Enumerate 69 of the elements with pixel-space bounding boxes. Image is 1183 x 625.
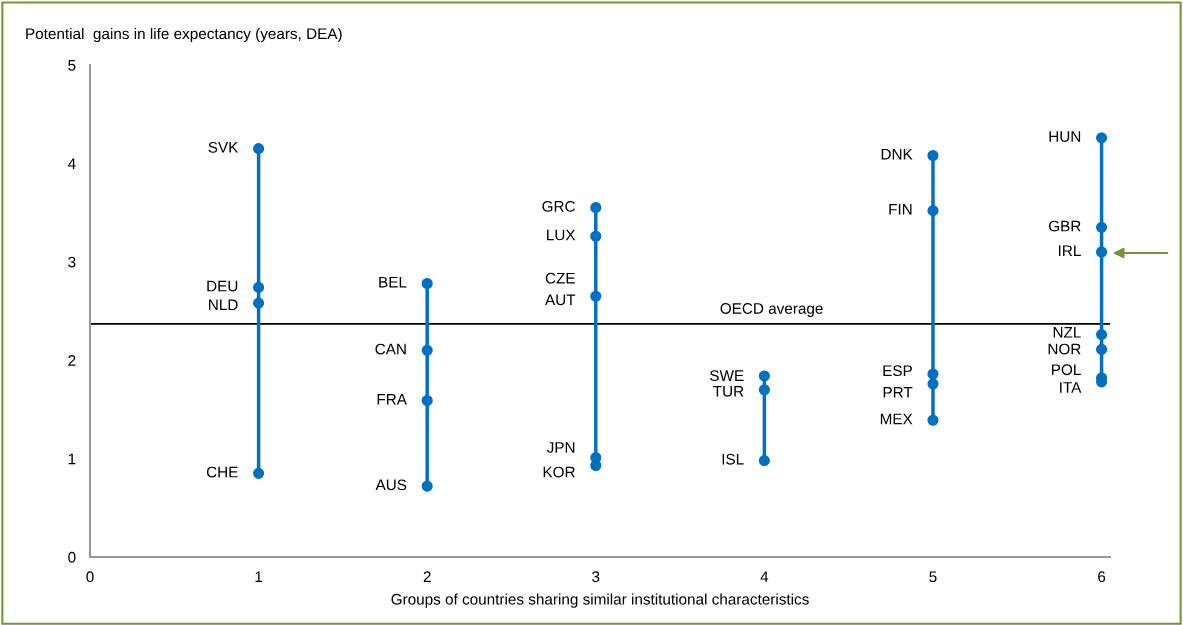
x-tick-label: 6	[1098, 571, 1106, 583]
y-tick-label: 2	[68, 355, 76, 366]
point	[421, 277, 433, 290]
y-tick-label: 5	[68, 60, 76, 71]
point	[1096, 132, 1108, 144]
annotation: KOR	[543, 466, 575, 478]
y-tick-label: 0	[68, 551, 76, 563]
point	[253, 143, 265, 155]
annotation: NZL	[1053, 327, 1081, 338]
point	[421, 480, 433, 492]
annotation: IRL	[1058, 245, 1081, 256]
point	[758, 370, 770, 382]
y-tick-label: 1	[68, 453, 76, 465]
point	[1096, 329, 1108, 341]
point	[253, 467, 265, 479]
annotation: AUT	[545, 294, 576, 306]
annotation: HUN	[1049, 131, 1081, 142]
point	[927, 205, 939, 217]
annotation: POL	[1052, 364, 1081, 376]
point	[253, 297, 265, 309]
x-tick-label: 5	[929, 571, 937, 583]
annotation: CHE	[206, 466, 238, 478]
point	[927, 378, 939, 390]
point	[758, 455, 770, 467]
annotation: MEX	[880, 413, 913, 425]
point	[253, 281, 265, 293]
annotation: CZE	[545, 272, 575, 284]
annotation: GBR	[1049, 220, 1081, 232]
x-tick-label: 0	[86, 571, 94, 583]
annotation: GRC	[542, 200, 575, 212]
annotation: SWE	[710, 370, 744, 382]
annotation: CAN	[375, 343, 406, 355]
point	[590, 290, 602, 302]
annotation: ISL	[722, 453, 744, 465]
point	[927, 368, 939, 380]
y-axis-title: Potential gains in life expectancy (years, DEA)	[26, 27, 342, 43]
annotation: PRT	[883, 387, 913, 398]
point	[590, 230, 602, 242]
x-tick-label: 2	[423, 571, 431, 582]
point	[927, 414, 939, 426]
annotation: SVK	[208, 141, 239, 153]
x-tick-label: 4	[760, 571, 769, 582]
point	[1096, 246, 1108, 258]
annotation: DEU	[207, 280, 238, 292]
point	[421, 394, 433, 407]
annotation: LUX	[547, 229, 576, 241]
point	[590, 202, 602, 214]
annotation: FRA	[377, 393, 407, 405]
annotation: JPN	[546, 442, 575, 453]
annotation: AUS	[375, 479, 407, 491]
annotation: ITA	[1060, 382, 1082, 393]
y-tick-label: 4	[67, 158, 76, 169]
ref-line-label: OECD average	[720, 303, 823, 317]
y-tick-label: 3	[68, 256, 76, 268]
point	[927, 149, 939, 162]
annotation: BEL	[379, 276, 407, 288]
annotation: TUR	[713, 386, 744, 397]
point	[1096, 343, 1108, 355]
annotation: FIN	[889, 204, 912, 215]
point	[421, 344, 433, 356]
annotation: ESP	[883, 365, 912, 377]
point	[1096, 221, 1108, 233]
annotation: NLD	[209, 299, 238, 311]
point	[758, 384, 770, 396]
x-tick-label: 3	[592, 571, 600, 583]
x-tick-label: 1	[255, 571, 263, 582]
annotation: NOR	[1048, 343, 1081, 355]
annotation: DNK	[881, 148, 913, 160]
x-axis-title: Groups of countries sharing similar institutional characteristics	[391, 593, 809, 608]
